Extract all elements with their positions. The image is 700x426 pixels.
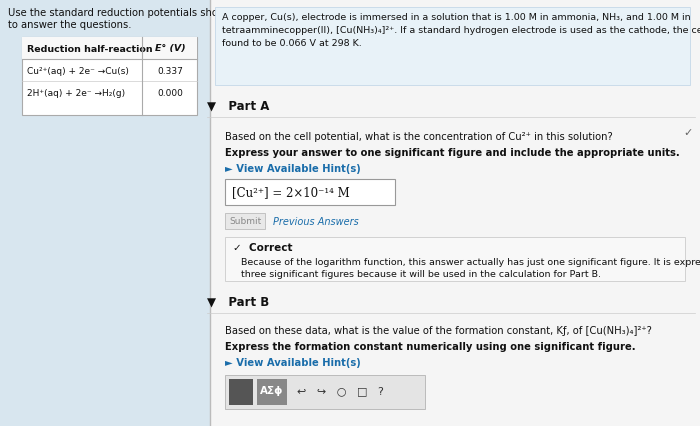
Text: 0.000: 0.000 bbox=[157, 88, 183, 97]
Bar bbox=[215, 8, 690, 86]
Bar bbox=[22, 38, 197, 60]
Text: tetraamminecopper(II), [Cu(NH₃)₄]²⁺. If a standard hydrogen electrode is used as: tetraamminecopper(II), [Cu(NH₃)₄]²⁺. If … bbox=[222, 26, 700, 35]
Text: ► View Available Hint(s): ► View Available Hint(s) bbox=[225, 164, 360, 173]
Text: Submit: Submit bbox=[229, 217, 261, 226]
Text: ✓: ✓ bbox=[684, 128, 693, 138]
Text: 2H⁺(aq) + 2e⁻ →H₂(g): 2H⁺(aq) + 2e⁻ →H₂(g) bbox=[27, 88, 125, 97]
Text: Based on these data, what is the value of the formation constant, Kƒ, of [Cu(NH₃: Based on these data, what is the value o… bbox=[225, 325, 652, 335]
Bar bbox=[210, 0, 700, 426]
Bar bbox=[225, 237, 685, 281]
Bar bbox=[22, 38, 197, 116]
Text: found to be 0.066 V at 298 K.: found to be 0.066 V at 298 K. bbox=[222, 39, 362, 48]
Text: Previous Answers: Previous Answers bbox=[273, 216, 358, 227]
Text: to answer the questions.: to answer the questions. bbox=[8, 20, 132, 30]
Bar bbox=[229, 379, 253, 405]
Text: ▼   Part B: ▼ Part B bbox=[207, 295, 270, 308]
Text: Express your answer to one significant figure and include the appropriate units.: Express your answer to one significant f… bbox=[225, 148, 680, 158]
Text: ► View Available Hint(s): ► View Available Hint(s) bbox=[225, 357, 360, 367]
Text: Use the standard reduction potentials shown here: Use the standard reduction potentials sh… bbox=[8, 8, 258, 18]
Text: AΣϕ: AΣϕ bbox=[260, 385, 284, 395]
Text: Reduction half-reaction: Reduction half-reaction bbox=[27, 44, 153, 53]
Text: ▼   Part A: ▼ Part A bbox=[207, 100, 270, 113]
Bar bbox=[225, 180, 395, 205]
Text: Express the formation constant numerically using one significant figure.: Express the formation constant numerical… bbox=[225, 341, 636, 351]
Text: ↩   ↪   ○   □   ?: ↩ ↪ ○ □ ? bbox=[297, 385, 384, 395]
Text: Cu²⁺(aq) + 2e⁻ →Cu(s): Cu²⁺(aq) + 2e⁻ →Cu(s) bbox=[27, 66, 129, 75]
Text: ✓  Correct: ✓ Correct bbox=[233, 242, 293, 253]
Bar bbox=[225, 375, 425, 409]
Text: Based on the cell potential, what is the concentration of Cu²⁺ in this solution?: Based on the cell potential, what is the… bbox=[225, 132, 612, 142]
Text: E° (V): E° (V) bbox=[155, 44, 186, 53]
Bar bbox=[257, 379, 287, 405]
Text: three significant figures because it will be used in the calculation for Part B.: three significant figures because it wil… bbox=[241, 269, 601, 278]
Text: A copper, Cu(s), electrode is immersed in a solution that is 1.00 M in ammonia, : A copper, Cu(s), electrode is immersed i… bbox=[222, 13, 691, 22]
Text: Because of the logarithm function, this answer actually has just one significant: Because of the logarithm function, this … bbox=[241, 257, 700, 266]
Bar bbox=[0, 0, 210, 426]
Text: [Cu²⁺] = 2×10⁻¹⁴ M: [Cu²⁺] = 2×10⁻¹⁴ M bbox=[232, 186, 350, 199]
Text: 0.337: 0.337 bbox=[157, 66, 183, 75]
Bar bbox=[225, 213, 265, 230]
